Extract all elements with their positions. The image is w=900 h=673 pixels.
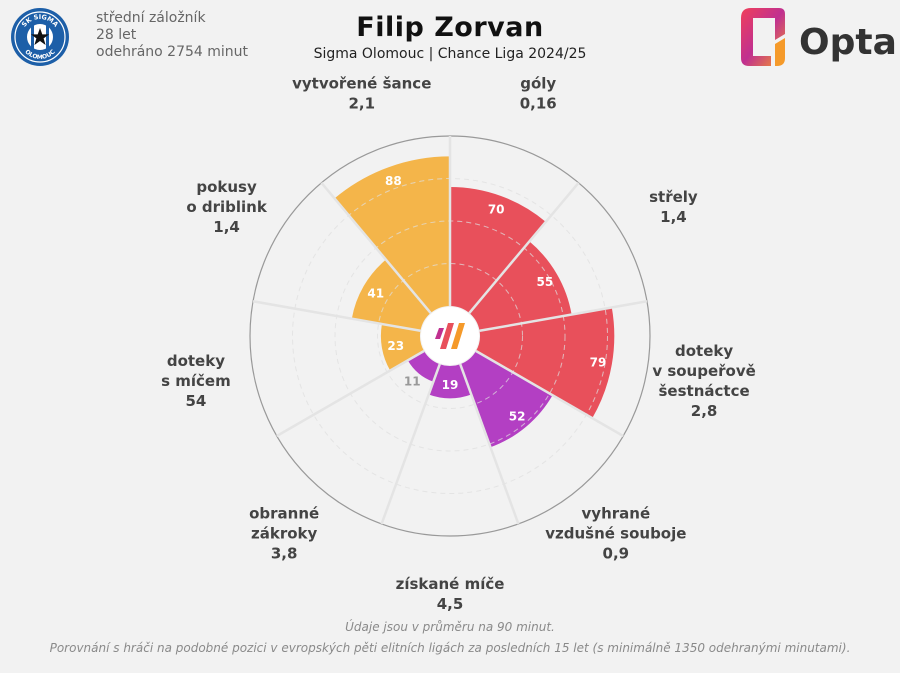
metric-name-line: získané míče — [396, 575, 505, 593]
metric-label-1: střely 1,4 — [649, 188, 698, 226]
metric-name-line: doteky — [167, 352, 225, 370]
grid-ring-25 — [377, 263, 523, 409]
metric-value: 4,5 — [437, 595, 464, 613]
metric-value: 0,16 — [520, 95, 557, 113]
percentile-label-2: 79 — [590, 356, 607, 370]
spoke-1 — [468, 181, 580, 314]
spoke-3 — [475, 349, 624, 438]
bar-0 — [450, 187, 546, 314]
bar-4 — [428, 364, 472, 399]
metric-name-line: vytvořené šance — [292, 75, 431, 93]
metric-name-line: vzdušné souboje — [545, 525, 686, 543]
metric-label-0: góly 0,16 — [520, 75, 557, 113]
metric-label-5: obranné zákroky 3,8 — [249, 505, 319, 563]
percentile-label-4: 19 — [442, 378, 459, 392]
percentile-label-5: 11 — [404, 374, 421, 388]
center-logo-stripe-c — [435, 328, 444, 339]
metric-name-line: góly — [520, 75, 556, 93]
player-minutes: odehráno 2754 minut — [96, 44, 249, 60]
spoke-2 — [479, 300, 648, 333]
metric-name-line: doteky — [675, 342, 733, 360]
metric-label-4: získané míče 4,5 — [396, 575, 505, 613]
footer-note-comparison: Porovnání s hráči na podobné pozici v ev… — [49, 641, 851, 655]
bar-2 — [475, 307, 615, 419]
metric-value: 2,8 — [691, 402, 718, 420]
percentile-label-3: 52 — [509, 409, 526, 423]
center-logo-stripe-b — [451, 323, 465, 349]
spoke-6 — [276, 349, 425, 438]
opta-logo: Opta — [741, 8, 895, 66]
grid-ring-shadow-25 — [377, 263, 523, 409]
metric-name-line: obranné — [249, 505, 319, 523]
spoke-5 — [380, 363, 441, 525]
metric-name-line: v soupeřově — [652, 362, 755, 380]
team-league: Sigma Olomouc | Chance Liga 2024/25 — [313, 46, 587, 62]
metric-value: 54 — [185, 392, 206, 410]
player-position: střední záložník — [96, 10, 206, 26]
bar-5 — [407, 351, 440, 382]
metric-value: 2,1 — [348, 95, 375, 113]
metric-label-8: vytvořené šance 2,1 — [292, 75, 431, 113]
metric-value: 0,9 — [603, 545, 630, 563]
metric-value: 3,8 — [271, 545, 298, 563]
metric-label-2: doteky v soupeřově šestnáctce 2,8 — [652, 342, 755, 420]
player-name: Filip Zorvan — [356, 12, 544, 43]
metric-name-line: zákroky — [251, 525, 318, 543]
metric-name-line: střely — [649, 188, 698, 206]
bar-7 — [351, 259, 431, 331]
player-age: 28 let — [96, 27, 137, 43]
bar-3 — [460, 351, 553, 448]
spoke-8 — [320, 181, 432, 314]
bar-6 — [380, 324, 425, 371]
percentile-label-6: 23 — [387, 339, 404, 353]
metric-name-line: s míčem — [161, 372, 231, 390]
spoke-7 — [252, 300, 421, 333]
percentile-label-8: 88 — [385, 174, 402, 188]
metric-label-3: vyhrané vzdušné souboje 0,9 — [545, 505, 686, 563]
metric-name-line: vyhrané — [582, 505, 651, 523]
metric-name-line: šestnáctce — [659, 382, 750, 400]
bar-1 — [469, 241, 572, 331]
percentile-label-1: 55 — [536, 275, 553, 289]
club-logo: SK SIGMA OLOMOUC — [11, 8, 69, 66]
metric-value: 1,4 — [660, 208, 687, 226]
opta-brand-text: Opta — [799, 22, 895, 63]
metric-name-line: o driblink — [186, 198, 268, 216]
bar-8 — [334, 156, 450, 314]
metric-name-line: pokusy — [196, 178, 257, 196]
spoke-4 — [459, 363, 520, 525]
metric-label-7: pokusy o driblink 1,4 — [186, 178, 268, 236]
center-logo-stripe-a — [440, 323, 454, 349]
player-info: střední záložník 28 let odehráno 2754 mi… — [96, 10, 248, 61]
percentile-label-7: 41 — [367, 287, 384, 301]
footer-note-averages: Údaje jsou v průměru na 90 minut. — [345, 620, 555, 634]
percentile-label-0: 70 — [488, 203, 505, 217]
metric-value: 1,4 — [213, 218, 240, 236]
metric-label-6: doteky s míčem 54 — [161, 352, 231, 410]
